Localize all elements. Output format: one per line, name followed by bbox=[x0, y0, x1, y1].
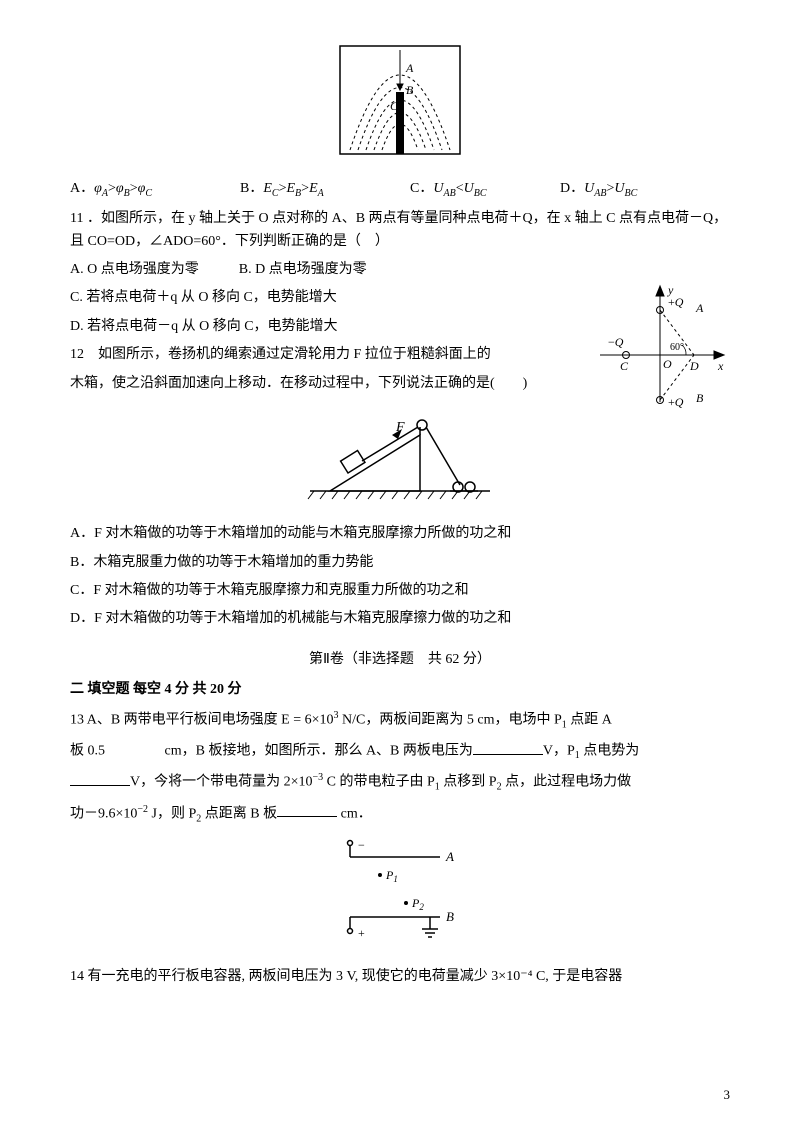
q13-figure: − + A B P1 P2 bbox=[70, 837, 730, 955]
q13-l2b: V，P bbox=[543, 744, 575, 759]
svg-text:D: D bbox=[689, 359, 699, 373]
q13-line4: 功－9.6×10−2 J，则 P2 点距离 B 板 cm． bbox=[70, 802, 730, 827]
q10-choice-a: A．φA>φB>φC bbox=[70, 178, 240, 202]
q10-choice-c: C．UAB<UBC bbox=[410, 178, 560, 202]
svg-text:B: B bbox=[696, 391, 704, 405]
q13-l4c: 点距离 B 板 bbox=[201, 806, 277, 821]
section2-title: 第Ⅱ卷（非选择题 共 62 分） bbox=[70, 649, 730, 671]
q12-choice-b: B．木箱克服重力做的功等于木箱增加的重力势能 bbox=[70, 552, 730, 574]
page-number: 3 bbox=[724, 1085, 731, 1106]
q13-l3c: 点移到 P bbox=[440, 775, 497, 790]
q13-l4a: 功－9.6×10 bbox=[70, 806, 137, 821]
svg-text:B: B bbox=[446, 909, 454, 924]
q13-line1: 13 A、B 两带电平行板间电场强度 E = 6×103 N/C，两板间距离为 … bbox=[70, 708, 730, 733]
svg-text:+: + bbox=[358, 926, 365, 940]
q13-l3d: 点，此过程电场力做 bbox=[502, 775, 632, 790]
svg-text:60°: 60° bbox=[670, 342, 684, 353]
q13-l4d: cm． bbox=[337, 806, 372, 821]
q13-l1c: 点距 A bbox=[567, 712, 612, 727]
q10-choice-b: B．EC>EB>EA bbox=[240, 178, 410, 202]
q14-line: 14 有一充电的平行板电容器, 两板间电压为 3 V, 现使它的电荷量减少 3×… bbox=[70, 966, 730, 988]
svg-text:A: A bbox=[445, 849, 454, 864]
page-body: A B C A．φA>φB>φC B．EC>EB>EA C．UAB<UBC D．… bbox=[0, 0, 800, 988]
svg-text:−Q: −Q bbox=[608, 335, 624, 349]
q10-choices: A．φA>φB>φC B．EC>EB>EA C．UAB<UBC D．UAB>UB… bbox=[70, 178, 730, 202]
q12-choice-a: A．F 对木箱做的功等于木箱增加的动能与木箱克服摩擦力所做的功之和 bbox=[70, 523, 730, 545]
q13-l2c: 点电势为 bbox=[580, 744, 640, 759]
q13-l3b: C 的带电粒子由 P bbox=[323, 775, 435, 790]
svg-text:x: x bbox=[717, 359, 724, 373]
svg-text:P1: P1 bbox=[385, 868, 398, 884]
q12-choice-d: D．F 对木箱做的功等于木箱增加的机械能与木箱克服摩擦力做的功之和 bbox=[70, 608, 730, 630]
q13-blank-2 bbox=[70, 771, 130, 786]
svg-text:A: A bbox=[695, 301, 704, 315]
q13-l3a: V，今将一个带电荷量为 2×10 bbox=[130, 775, 313, 790]
q13-l3sup: −3 bbox=[313, 772, 324, 783]
q13-l2a: 板 0.5 cm，B 板接地，如图所示．那么 A、B 两板电压为 bbox=[70, 744, 473, 759]
fill-blank-header: 二 填空题 每空 4 分 共 20 分 bbox=[70, 679, 730, 701]
svg-text:+Q: +Q bbox=[668, 395, 684, 409]
q13-l4sup: −2 bbox=[137, 804, 148, 815]
svg-text:−: − bbox=[358, 838, 365, 852]
svg-text:O: O bbox=[663, 357, 672, 371]
q13-blank-3 bbox=[277, 802, 337, 817]
svg-text:C: C bbox=[390, 99, 399, 113]
svg-text:A: A bbox=[405, 61, 414, 75]
svg-text:B: B bbox=[406, 83, 414, 97]
q11-stem: 11 ．如图所示，在 y 轴上关于 O 点对称的 A、B 两点有等量同种点电荷＋… bbox=[70, 208, 730, 253]
q12-choice-c: C．F 对木箱做的功等于木箱克服摩擦力和克服重力所做的功之和 bbox=[70, 580, 730, 602]
q11-ab-row: A. O 点电场强度为零 B. D 点电场强度为零 bbox=[70, 259, 730, 281]
svg-text:C: C bbox=[620, 359, 629, 373]
q13-l1b: N/C，两板间距离为 5 cm，电场中 P bbox=[339, 712, 562, 727]
svg-text:P2: P2 bbox=[411, 896, 424, 912]
q13-l4b: J，则 P bbox=[148, 806, 196, 821]
q11-choice-a: A. O 点电场强度为零 bbox=[70, 259, 199, 281]
q10-figure: A B C bbox=[70, 40, 730, 168]
q10-choice-d: D．UAB>UBC bbox=[560, 178, 637, 202]
svg-text:+Q: +Q bbox=[668, 295, 684, 309]
q13-blank-1 bbox=[473, 739, 543, 754]
q13-l1a: 13 A、B 两带电平行板间电场强度 E = 6×10 bbox=[70, 712, 334, 727]
q11-figure: +Q A +Q B −Q C D O x y 60° bbox=[590, 280, 730, 418]
q12-figure: F bbox=[70, 405, 730, 513]
q13-line3: V，今将一个带电荷量为 2×10−3 C 的带电粒子由 P1 点移到 P2 点，… bbox=[70, 770, 730, 795]
q11-choice-b: B. D 点电场强度为零 bbox=[239, 259, 367, 281]
q13-line2: 板 0.5 cm，B 板接地，如图所示．那么 A、B 两板电压为V，P1 点电势… bbox=[70, 739, 730, 764]
svg-text:y: y bbox=[667, 283, 674, 297]
